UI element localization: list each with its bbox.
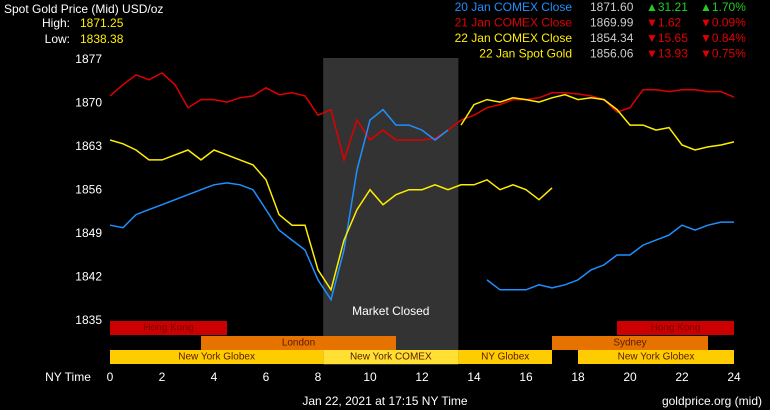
session-band bbox=[617, 321, 734, 335]
y-tick-label: 1856 bbox=[75, 183, 102, 197]
y-tick-label: 1842 bbox=[75, 270, 102, 284]
low-value: 1838.38 bbox=[80, 32, 124, 46]
legend-change-pct: ▼0.84% bbox=[700, 31, 746, 45]
high-value: 1871.25 bbox=[80, 16, 124, 30]
legend-change: ▲31.21 bbox=[646, 0, 688, 14]
y-tick-label: 1835 bbox=[75, 313, 102, 327]
market-closed-region bbox=[323, 58, 459, 365]
legend-price: 1871.60 bbox=[590, 0, 634, 14]
x-tick-label: 16 bbox=[519, 370, 533, 384]
legend-name: 22 Jan COMEX Close bbox=[455, 31, 573, 45]
legend-change: ▼13.93 bbox=[646, 47, 688, 61]
y-tick-label: 1849 bbox=[75, 226, 102, 240]
x-tick-label: 2 bbox=[159, 370, 166, 384]
x-tick-label: 4 bbox=[211, 370, 218, 384]
session-band bbox=[110, 321, 227, 335]
price-line bbox=[460, 93, 735, 151]
session-band bbox=[578, 350, 734, 364]
session-label: NY Globex bbox=[481, 352, 529, 363]
x-axis-label: NY Time bbox=[45, 370, 91, 384]
price-line bbox=[109, 71, 735, 163]
footer-timestamp: Jan 22, 2021 at 17:15 NY Time bbox=[302, 394, 468, 408]
x-tick-label: 8 bbox=[315, 370, 322, 384]
x-tick-label: 20 bbox=[623, 370, 637, 384]
market-closed-label: Market Closed bbox=[352, 304, 429, 318]
legend-price: 1854.34 bbox=[590, 31, 634, 45]
x-tick-label: 24 bbox=[727, 370, 741, 384]
legend-change-pct: ▼0.75% bbox=[700, 47, 746, 61]
session-label: New York Globex bbox=[178, 352, 255, 363]
x-tick-label: 10 bbox=[363, 370, 377, 384]
legend-price: 1869.99 bbox=[590, 16, 634, 30]
session-band bbox=[458, 350, 552, 364]
session-label: New York COMEX bbox=[350, 352, 432, 363]
legend-change-pct: ▲1.70% bbox=[700, 0, 746, 14]
price-line bbox=[109, 139, 553, 292]
x-tick-label: 14 bbox=[467, 370, 481, 384]
session-band bbox=[201, 336, 396, 350]
high-label: High: bbox=[42, 16, 70, 30]
x-tick-label: 12 bbox=[415, 370, 429, 384]
y-tick-label: 1877 bbox=[75, 52, 102, 66]
legend-change: ▼15.65 bbox=[646, 31, 688, 45]
x-tick-label: 18 bbox=[571, 370, 585, 384]
footer-source: goldprice.org (mid) bbox=[662, 394, 762, 408]
session-band bbox=[323, 350, 459, 364]
legend-change-pct: ▼0.09% bbox=[700, 16, 746, 30]
session-label: Sydney bbox=[613, 338, 646, 349]
x-tick-label: 22 bbox=[675, 370, 689, 384]
session-band bbox=[110, 350, 324, 364]
legend-change: ▼1.62 bbox=[646, 16, 682, 30]
x-tick-label: 0 bbox=[107, 370, 114, 384]
session-label: London bbox=[282, 338, 315, 349]
session-band bbox=[552, 336, 708, 350]
legend-name: 22 Jan Spot Gold bbox=[479, 47, 572, 61]
x-tick-label: 6 bbox=[263, 370, 270, 384]
chart-title: Spot Gold Price (Mid) USD/oz bbox=[4, 2, 163, 16]
price-line bbox=[109, 108, 734, 302]
low-label: Low: bbox=[45, 32, 70, 46]
y-tick-label: 1863 bbox=[75, 139, 102, 153]
session-label: Hong Kong bbox=[650, 323, 700, 334]
legend-name: 21 Jan COMEX Close bbox=[455, 16, 573, 30]
session-label: Hong Kong bbox=[143, 323, 193, 334]
legend-name: 20 Jan COMEX Close bbox=[455, 0, 573, 14]
legend-price: 1856.06 bbox=[590, 47, 634, 61]
session-label: New York Globex bbox=[618, 352, 695, 363]
y-tick-label: 1870 bbox=[75, 96, 102, 110]
